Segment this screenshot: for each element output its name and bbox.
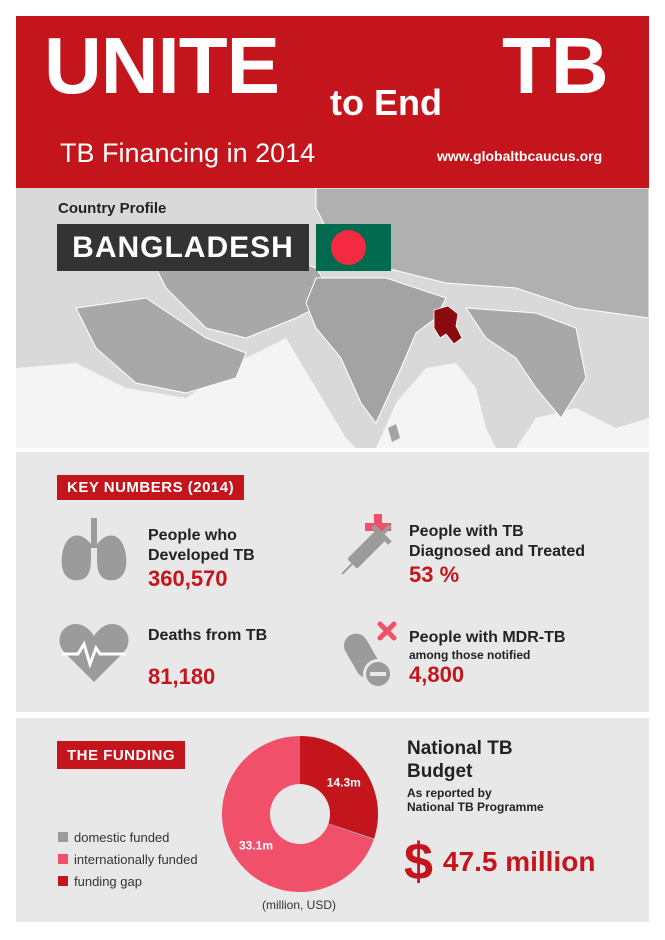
- funding-title: THE FUNDING: [57, 741, 185, 769]
- lungs-icon: [61, 518, 127, 581]
- legend-label-gap: funding gap: [74, 873, 142, 889]
- budget-title: National TB Budget: [407, 737, 513, 783]
- legend-swatch-domestic: [58, 832, 68, 842]
- syringe-icon: [341, 514, 392, 575]
- bangladesh-highlight: [433, 305, 463, 345]
- legend-item-gap: funding gap: [58, 870, 198, 892]
- data-label-gap: 14.3m: [327, 775, 361, 789]
- page-subtitle: TB Financing in 2014: [60, 138, 316, 168]
- slice-domestic: [328, 823, 375, 840]
- slice-international: [222, 736, 374, 892]
- slice-gap: [300, 736, 378, 839]
- stat-treated-value: 53 %: [409, 562, 460, 587]
- budget-title-line1: National TB: [407, 738, 513, 759]
- legend-swatch-gap: [58, 876, 68, 886]
- stat-treated-label-line1: People with TB: [409, 523, 524, 540]
- funding-donut-chart: 14.3m0.1m33.1m: [222, 736, 378, 892]
- legend-label-domestic: domestic funded: [74, 829, 170, 845]
- budget-title-line2: Budget: [407, 761, 473, 782]
- flag-disc: [331, 230, 366, 265]
- legend-label-international: internationally funded: [74, 851, 198, 867]
- brand-unite: UNITE: [44, 21, 280, 110]
- key-numbers-title: KEY NUMBERS (2014): [57, 475, 245, 500]
- stat-developed-label-line1: People who: [148, 527, 237, 544]
- legend-item-domestic: domestic funded: [58, 826, 198, 848]
- stat-mdr-sublabel: among those notified: [409, 648, 531, 662]
- budget-amount-value: 47.5 million: [442, 846, 596, 877]
- country-name: BANGLADESH: [57, 224, 309, 271]
- country-profile-label: Country Profile: [58, 200, 167, 217]
- budget-note-line2: National TB Programme: [407, 800, 544, 814]
- stat-deaths-value: 81,180: [148, 664, 216, 689]
- data-label-international: 33.1m: [239, 838, 273, 852]
- stat-treated-label-line2: Diagnosed and Treated: [409, 543, 586, 560]
- legend-swatch-international: [58, 854, 68, 864]
- stat-developed-label-line2: Developed TB: [148, 547, 255, 564]
- stat-developed-value: 360,570: [148, 566, 228, 591]
- dollar-icon: $: [404, 833, 433, 891]
- chart-unit-note: (million, USD): [262, 898, 337, 912]
- heart-icon: [59, 624, 129, 682]
- legend-item-international: internationally funded: [58, 848, 198, 870]
- stat-mdr-value: 4,800: [409, 662, 465, 687]
- stat-deaths-label: Deaths from TB: [148, 627, 268, 644]
- chart-legend: domestic funded internationally funded f…: [58, 826, 198, 892]
- budget-note: As reported by National TB Programme: [407, 786, 544, 814]
- budget-note-line1: As reported by: [407, 786, 492, 800]
- stat-mdr-label: People with MDR-TB: [409, 629, 566, 646]
- budget-amount: $ 47.5 million: [404, 832, 595, 892]
- header-banner: [16, 16, 649, 188]
- brand-tb: TB: [502, 21, 609, 110]
- pill-icon: [344, 621, 397, 689]
- brand-to-end: to End: [330, 82, 442, 123]
- website-link[interactable]: www.globaltbcaucus.org: [437, 148, 603, 164]
